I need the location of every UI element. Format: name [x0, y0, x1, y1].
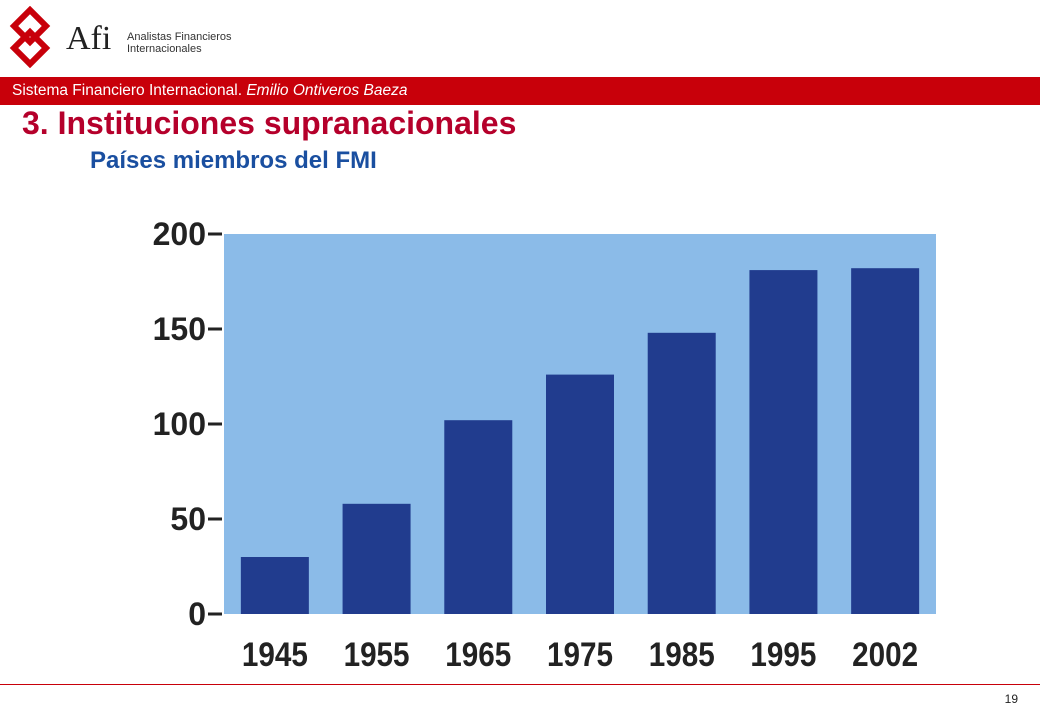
page-number: 19 [1004, 692, 1018, 706]
bar-1975 [546, 374, 614, 614]
y-tick-label: 150 [153, 311, 206, 347]
bar-1965 [444, 420, 513, 614]
y-tick-label: 0 [188, 596, 206, 632]
x-tick-label: 1995 [750, 636, 816, 674]
header-bar: Sistema Financiero Internacional. Emilio… [0, 77, 1040, 105]
y-tick-label: 100 [153, 406, 206, 442]
afi-logo-icon [9, 6, 51, 68]
x-tick-label: 1985 [649, 636, 715, 674]
bar-1985 [647, 332, 716, 614]
afi-logo: Afi Analistas Financieros Internacionale… [6, 6, 306, 70]
x-tick-label: 1975 [547, 636, 613, 674]
imf-members-chart: 0 50 100 150 200 1945 1955 1965 1975 1985 1995 200… [140, 196, 950, 681]
y-tick-label: 50 [170, 501, 206, 537]
x-tick-label: 1965 [445, 636, 511, 674]
x-tick-label: 1945 [242, 636, 308, 674]
header-bar-course: Sistema Financiero Internacional. [12, 82, 247, 99]
chart-svg: 0 50 100 150 200 1945 1955 1965 1975 1985 1995 200… [153, 216, 936, 674]
y-axis: 0 50 100 150 200 [153, 216, 222, 632]
logo-subtitle: Analistas Financieros Internacionales [127, 31, 232, 55]
logo-subtitle-line2: Internacionales [127, 43, 202, 55]
x-tick-label: 2002 [852, 636, 918, 674]
bars [240, 268, 920, 614]
logo-subtitle-line1: Analistas Financieros [127, 31, 232, 43]
footer-divider [0, 684, 1040, 685]
bar-1945 [240, 557, 309, 614]
y-tick-label: 200 [153, 216, 206, 252]
x-axis-labels: 1945 1955 1965 1975 1985 1995 2002 [242, 636, 918, 674]
slide-title: 3. Instituciones supranacionales [22, 105, 517, 141]
logo-wordmark: Afi [66, 20, 112, 57]
bar-2002 [851, 268, 920, 614]
bar-1955 [342, 503, 411, 614]
header-bar-author: Emilio Ontiveros Baeza [246, 82, 408, 99]
x-tick-label: 1955 [344, 636, 410, 674]
slide-subtitle: Países miembros del FMI [90, 147, 377, 174]
bar-1995 [749, 270, 818, 614]
